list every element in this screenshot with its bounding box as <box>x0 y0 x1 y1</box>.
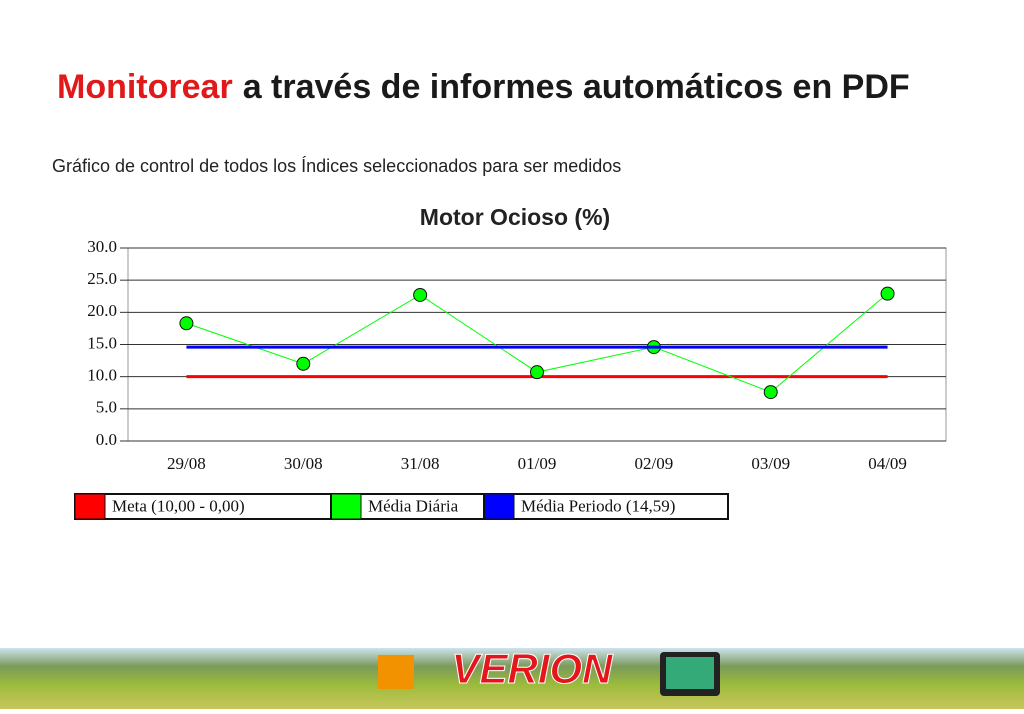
legend-swatch <box>330 493 362 520</box>
x-tick-label: 29/08 <box>167 454 206 473</box>
subtitle: Gráfico de control de todos los Índices … <box>52 156 621 176</box>
slide-title: Monitorear a través de informes automátic… <box>57 68 910 106</box>
y-tick-label: 0.0 <box>96 430 117 449</box>
x-tick-label: 01/09 <box>518 454 557 473</box>
x-tick-label: 04/09 <box>868 454 907 473</box>
point <box>296 356 311 371</box>
x-tick-label: 02/09 <box>634 454 673 473</box>
title-highlight: Monitorear <box>57 68 233 106</box>
y-tick-label: 20.0 <box>87 301 117 320</box>
point <box>880 286 895 301</box>
y-tick-label: 25.0 <box>87 269 117 288</box>
x-tick-label: 03/09 <box>751 454 790 473</box>
y-tick-label: 10.0 <box>87 366 117 385</box>
device-screen <box>666 657 714 689</box>
legend-label: Média Diária <box>368 496 459 515</box>
logo: VERION <box>451 645 614 692</box>
legend-swatch <box>483 493 515 520</box>
x-tick-label: 30/08 <box>284 454 323 473</box>
point <box>179 316 194 331</box>
chart-title: Motor Ocioso (%) <box>420 204 610 230</box>
legend-label: Meta (10,00 - 0,00) <box>112 496 245 515</box>
logo-icon <box>378 655 414 689</box>
point <box>413 287 428 302</box>
y-tick-label: 15.0 <box>87 333 117 352</box>
legend: Meta (10,00 - 0,00) Média Diária Média Per… <box>74 493 729 520</box>
plot: 0.0 5.0 10.0 15.0 20.0 25.0 30.0 29/08 30/08 31/0… <box>87 237 946 473</box>
y-tick-label: 5.0 <box>96 398 117 417</box>
banner <box>0 648 1024 709</box>
title-rest: a través de informes automáticos en PDF <box>243 68 910 106</box>
point <box>530 365 544 380</box>
point <box>763 385 778 400</box>
y-tick-label: 30.0 <box>87 237 117 256</box>
x-tick-label: 31/08 <box>401 454 440 473</box>
legend-swatch <box>74 493 106 520</box>
legend-label: Média Periodo (14,59) <box>521 496 675 515</box>
